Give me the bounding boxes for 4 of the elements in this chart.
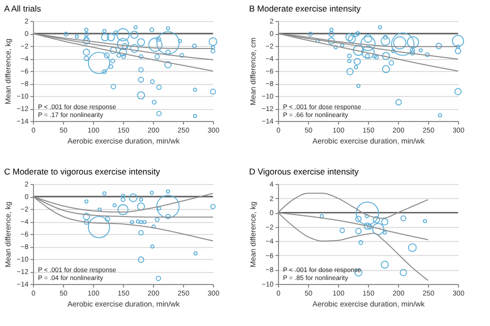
- chart-title: C Moderate to vigorous exercise intensity: [4, 166, 161, 176]
- chart-title: A All trials: [4, 4, 41, 14]
- chart-title: B Moderate exercise intensity: [249, 4, 362, 14]
- chart-title: D Vigorous exercise intensity: [249, 166, 360, 176]
